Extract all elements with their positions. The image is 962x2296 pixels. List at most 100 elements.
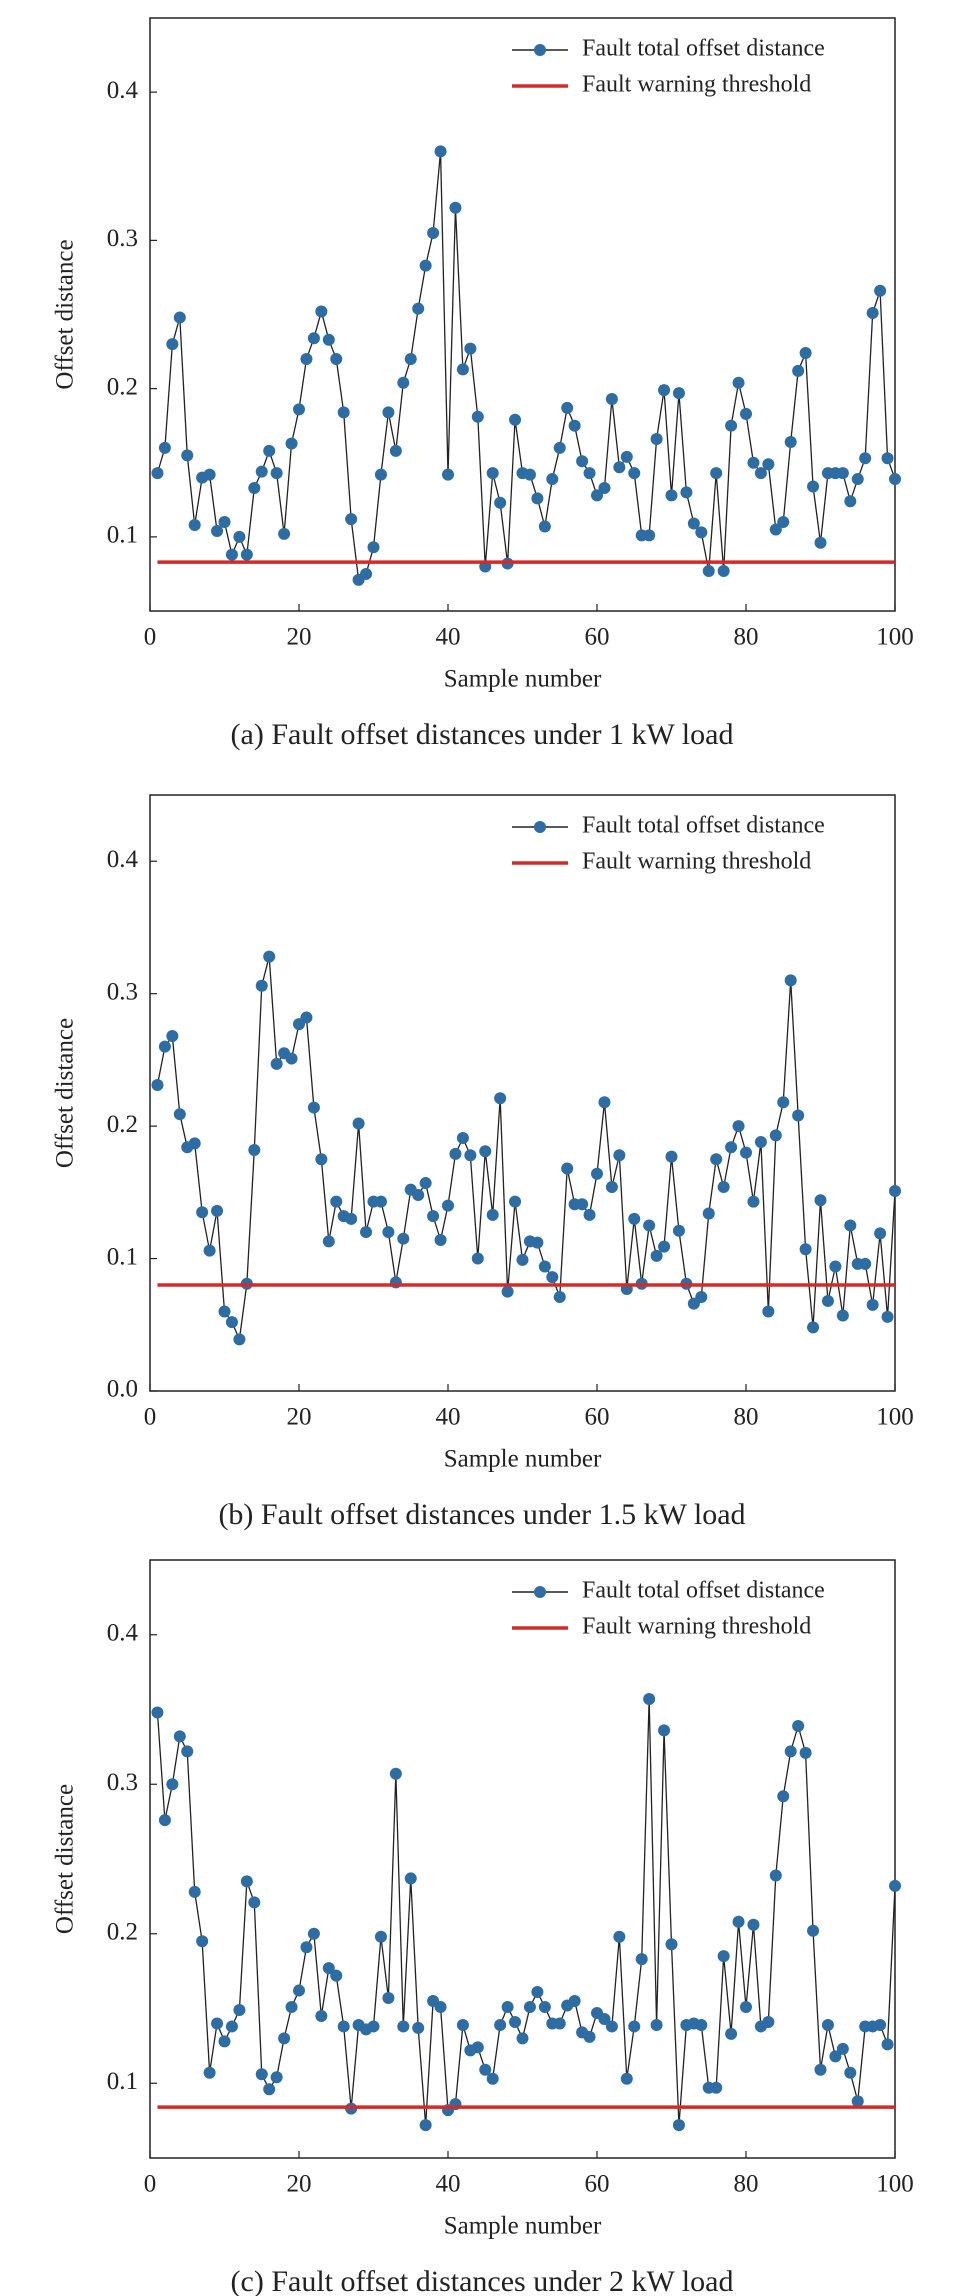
x-tick-label: 40 (436, 1404, 461, 1431)
legend-label: Fault warning threshold (582, 1614, 811, 1640)
data-point (337, 406, 350, 419)
data-point (278, 527, 291, 540)
data-point (859, 452, 872, 465)
data-point (762, 2015, 775, 2028)
data-point (821, 1294, 834, 1307)
data-point (851, 473, 864, 486)
data-point (792, 1719, 805, 1732)
data-point (844, 495, 857, 508)
data-point (322, 1962, 335, 1975)
data-point (382, 1992, 395, 2005)
data-point (456, 2018, 469, 2031)
x-tick-label: 40 (436, 2171, 461, 2198)
data-point (672, 2119, 685, 2132)
data-point (635, 1953, 648, 1966)
data-point (270, 2071, 283, 2084)
data-point (233, 2003, 246, 2016)
data-point (486, 1208, 499, 1221)
data-point (158, 1814, 171, 1827)
data-point (583, 1208, 596, 1221)
y-tick-label: 0.2 (107, 1111, 138, 1138)
data-point (717, 1950, 730, 1963)
data-point (464, 342, 477, 355)
data-point (494, 1092, 507, 1105)
data-point (546, 1271, 559, 1284)
data-point (278, 2032, 291, 2045)
data-point (874, 1227, 887, 1240)
data-point (889, 1879, 901, 1892)
data-point (449, 1147, 462, 1160)
data-point (620, 450, 633, 463)
data-point (389, 1767, 402, 1780)
data-point (516, 2032, 529, 2045)
data-point (322, 1235, 335, 1248)
data-point (576, 1198, 589, 1211)
legend-marker (534, 44, 546, 56)
data-point (203, 1244, 216, 1257)
data-point (211, 1204, 224, 1217)
data-point (501, 2001, 514, 2014)
data-point (851, 2095, 864, 2108)
x-tick-label: 20 (287, 624, 312, 651)
data-line (156, 151, 896, 582)
data-point (270, 467, 283, 480)
data-point (658, 384, 671, 397)
data-point (509, 413, 522, 426)
data-point (307, 1927, 320, 1940)
data-point (293, 403, 305, 416)
data-point (419, 2119, 432, 2132)
data-point (523, 468, 536, 481)
caption: (c) Fault offset distances under 2 kW lo… (231, 2265, 734, 2296)
data-point (769, 523, 782, 536)
y-tick-label: 0.4 (107, 846, 139, 873)
data-point (807, 1924, 820, 1937)
data-point (807, 1321, 820, 1334)
data-point (546, 473, 559, 486)
data-point (792, 364, 805, 377)
data-point (367, 2020, 380, 2033)
data-point (255, 979, 268, 992)
data-point (218, 516, 231, 529)
data-point (874, 284, 887, 297)
data-point (583, 2030, 596, 2043)
data-point (836, 2042, 849, 2055)
data-point (501, 1285, 514, 1298)
data-point (747, 1918, 760, 1931)
data-point (792, 1109, 805, 1122)
data-point (665, 1150, 678, 1163)
data-line (156, 1699, 896, 2126)
data-point (486, 467, 499, 480)
x-axis-label: Sample number (444, 666, 602, 693)
data-point (561, 401, 574, 414)
data-point (360, 567, 373, 580)
data-point (449, 201, 462, 214)
data-point (509, 2015, 522, 2028)
legend-marker (534, 1586, 546, 1598)
data-point (188, 519, 201, 532)
data-point (233, 530, 246, 543)
data-point (740, 407, 752, 420)
data-point (404, 1872, 417, 1885)
data-point (225, 2020, 238, 2033)
data-point (434, 1234, 447, 1247)
data-point (717, 564, 730, 577)
data-point (300, 1011, 313, 1024)
data-point (680, 486, 693, 499)
data-point (345, 513, 358, 526)
data-point (300, 352, 313, 365)
data-point (479, 1145, 492, 1158)
data-point (412, 302, 425, 315)
data-point (889, 473, 901, 486)
plot-frame (149, 794, 896, 1392)
data-point (829, 1260, 842, 1273)
data-point (605, 393, 618, 406)
data-point (702, 564, 715, 577)
data-point (650, 1249, 663, 1262)
data-point (181, 1745, 194, 1758)
data-point (173, 1108, 186, 1121)
data-point (710, 1153, 723, 1166)
data-point (807, 480, 820, 493)
data-point (702, 1207, 715, 1220)
data-point (576, 455, 589, 468)
x-tick-label: 100 (876, 2171, 914, 2198)
